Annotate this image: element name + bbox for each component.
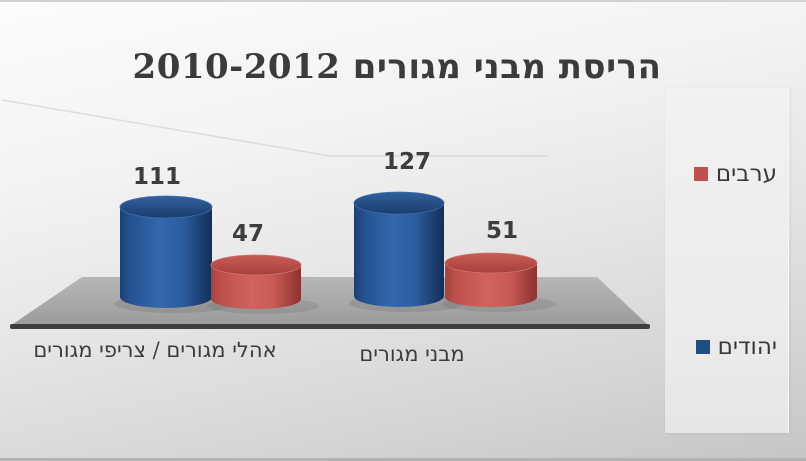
legend-label-arabs: ערבים bbox=[715, 161, 777, 187]
back-gridline bbox=[1, 99, 548, 157]
cylinder-arabs-cat1 bbox=[210, 254, 302, 309]
category-label-buildings: מבני מגורים bbox=[359, 342, 465, 366]
data-label-jews-cat2: 127 bbox=[382, 149, 432, 175]
x-axis-line bbox=[10, 324, 650, 329]
legend-item-arabs: ערבים bbox=[693, 161, 777, 187]
category-label-tents-shacks: אהלי מגורים / צריפי מגורים bbox=[33, 338, 277, 362]
slide-bottom-edge bbox=[0, 458, 806, 461]
legend-swatch-arabs-red bbox=[693, 167, 708, 181]
chart-title: הריסת מבני מגורים 2010-2012 bbox=[132, 46, 662, 87]
legend-swatch-jews-blue bbox=[695, 340, 710, 354]
chart-floor bbox=[10, 277, 649, 326]
data-label-jews-cat1: 111 bbox=[132, 164, 182, 190]
legend-item-jews: יהודים bbox=[695, 334, 777, 360]
cylinder-jews-cat1 bbox=[119, 195, 213, 308]
data-label-arabs-cat2: 51 bbox=[485, 218, 519, 244]
cylinder-arabs-cat2 bbox=[444, 252, 538, 307]
cylinder-jews-cat2 bbox=[353, 191, 445, 307]
slide-top-edge bbox=[0, 0, 806, 2]
legend-panel: ערבים יהודים bbox=[665, 88, 789, 433]
data-label-arabs-cat1: 47 bbox=[231, 221, 265, 247]
legend-label-jews: יהודים bbox=[717, 334, 777, 360]
